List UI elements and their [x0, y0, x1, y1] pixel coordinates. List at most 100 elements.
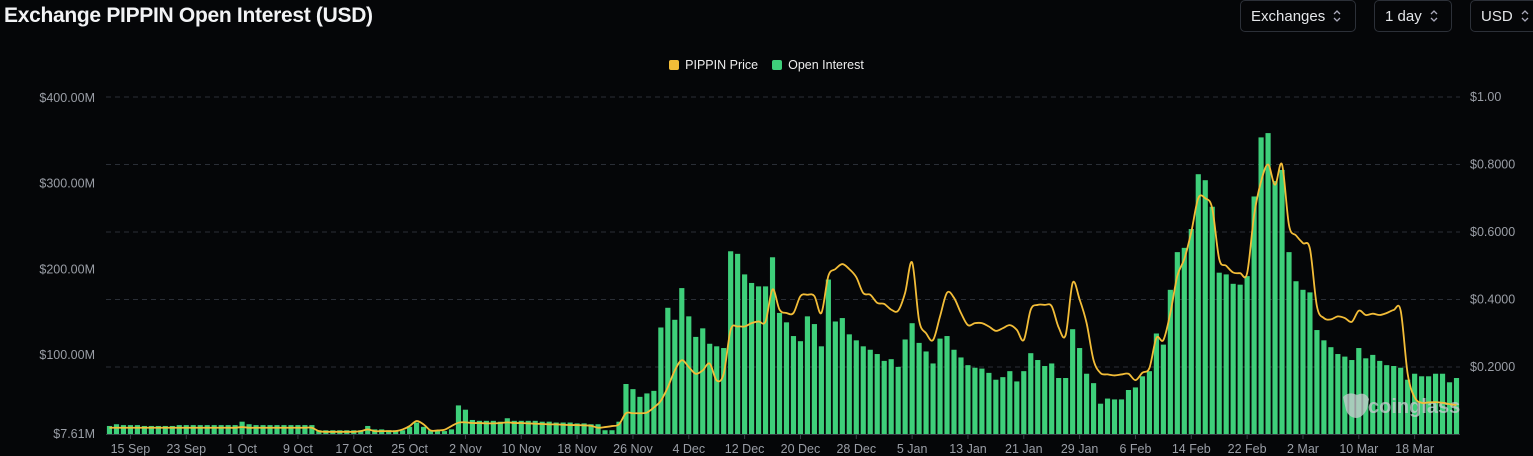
oi-bar[interactable]: [895, 366, 901, 434]
oi-bar[interactable]: [1125, 389, 1132, 434]
oi-bar[interactable]: [483, 420, 489, 434]
oi-bar[interactable]: [518, 420, 524, 434]
oi-bar[interactable]: [749, 282, 755, 434]
oi-bar[interactable]: [658, 327, 664, 434]
oi-bar[interactable]: [386, 430, 392, 434]
oi-bar[interactable]: [923, 351, 929, 434]
oi-bar[interactable]: [651, 390, 657, 434]
oi-bar[interactable]: [267, 425, 273, 434]
oi-bar[interactable]: [1439, 373, 1446, 434]
oi-bar[interactable]: [825, 279, 831, 434]
interval-select[interactable]: 1 day: [1374, 0, 1452, 32]
oi-bar[interactable]: [714, 346, 720, 434]
oi-bar[interactable]: [504, 418, 510, 434]
oi-bar[interactable]: [630, 389, 636, 434]
oi-bar[interactable]: [797, 341, 804, 434]
oi-bar[interactable]: [316, 430, 322, 434]
oi-bar[interactable]: [1272, 181, 1278, 434]
oi-bar[interactable]: [218, 425, 224, 434]
oi-bar[interactable]: [979, 368, 985, 434]
oi-bar[interactable]: [1258, 137, 1264, 434]
oi-bar[interactable]: [113, 424, 120, 434]
oi-bar[interactable]: [1279, 169, 1285, 434]
oi-bar[interactable]: [728, 251, 734, 434]
oi-bar[interactable]: [1014, 381, 1020, 434]
oi-bar[interactable]: [707, 343, 713, 434]
oi-bar[interactable]: [588, 424, 594, 434]
oi-bar[interactable]: [790, 336, 797, 434]
oi-bar[interactable]: [190, 425, 196, 434]
oi-bar[interactable]: [197, 425, 203, 434]
oi-bar[interactable]: [1426, 376, 1432, 434]
oi-bar[interactable]: [1321, 340, 1327, 434]
oi-bar[interactable]: [1056, 378, 1062, 434]
oi-bar[interactable]: [1419, 376, 1425, 434]
oi-bar[interactable]: [1286, 252, 1292, 434]
oi-bar[interactable]: [1035, 360, 1041, 434]
oi-bar[interactable]: [881, 360, 887, 434]
oi-bar[interactable]: [288, 425, 294, 434]
oi-bar[interactable]: [769, 257, 776, 434]
oi-bar[interactable]: [686, 316, 692, 434]
oi-bar[interactable]: [532, 420, 538, 434]
oi-bar[interactable]: [804, 316, 811, 434]
oi-bar[interactable]: [358, 430, 364, 434]
oi-bar[interactable]: [1377, 360, 1383, 434]
oi-bar[interactable]: [427, 430, 434, 434]
oi-bar[interactable]: [469, 419, 475, 434]
oi-bar[interactable]: [735, 253, 741, 434]
oi-bar[interactable]: [1446, 382, 1453, 434]
oi-bar[interactable]: [616, 421, 622, 434]
oi-bar[interactable]: [986, 372, 992, 434]
legend-item-price[interactable]: PIPPIN Price: [669, 58, 758, 72]
oi-bar[interactable]: [644, 393, 650, 434]
oi-bar[interactable]: [490, 420, 496, 434]
oi-bar[interactable]: [951, 349, 957, 434]
oi-bar[interactable]: [434, 430, 441, 434]
oi-bar[interactable]: [567, 422, 573, 434]
oi-bar[interactable]: [818, 346, 824, 434]
oi-bar[interactable]: [832, 321, 838, 434]
oi-bar[interactable]: [476, 420, 482, 434]
oi-bar[interactable]: [902, 339, 908, 434]
oi-bar[interactable]: [169, 425, 175, 434]
oi-bar[interactable]: [993, 379, 999, 434]
oi-bar[interactable]: [846, 334, 852, 434]
oi-bar[interactable]: [1293, 281, 1299, 434]
oi-bar[interactable]: [1307, 292, 1313, 434]
oi-bar[interactable]: [553, 422, 559, 434]
oi-bar[interactable]: [672, 319, 678, 434]
oi-bar[interactable]: [958, 357, 964, 434]
currency-select[interactable]: USD: [1470, 0, 1533, 32]
oi-bar[interactable]: [204, 425, 210, 434]
oi-bar[interactable]: [916, 342, 922, 434]
oi-bar[interactable]: [937, 338, 943, 434]
oi-bar[interactable]: [155, 425, 161, 434]
oi-bar[interactable]: [776, 312, 783, 434]
oi-bar[interactable]: [455, 405, 462, 434]
oi-bar[interactable]: [1230, 283, 1236, 434]
oi-bar[interactable]: [400, 430, 406, 434]
oi-bar[interactable]: [581, 423, 587, 434]
oi-bar[interactable]: [595, 424, 601, 434]
oi-bar[interactable]: [1209, 206, 1215, 434]
oi-bar[interactable]: [260, 425, 266, 434]
oi-bar[interactable]: [1453, 378, 1460, 434]
oi-bar[interactable]: [1391, 366, 1397, 434]
oi-bar[interactable]: [106, 425, 113, 434]
oi-bar[interactable]: [1244, 276, 1250, 434]
oi-bar[interactable]: [1042, 366, 1048, 434]
oi-bar[interactable]: [1328, 347, 1334, 434]
oi-bar[interactable]: [721, 348, 727, 434]
oi-bar[interactable]: [860, 346, 866, 434]
oi-bar[interactable]: [1251, 196, 1257, 434]
oi-bar[interactable]: [1412, 373, 1418, 434]
oi-bar[interactable]: [574, 423, 580, 434]
oi-bar[interactable]: [665, 307, 671, 434]
oi-bar[interactable]: [525, 420, 531, 434]
oi-bar[interactable]: [295, 425, 301, 434]
oi-bar[interactable]: [874, 354, 880, 434]
oi-bar[interactable]: [1384, 365, 1390, 434]
oi-bar[interactable]: [965, 365, 971, 434]
oi-bar[interactable]: [609, 430, 615, 434]
